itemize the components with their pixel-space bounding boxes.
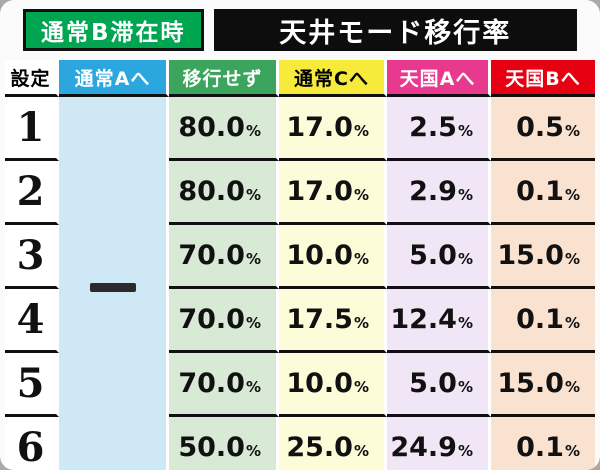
percent-sign: % [245,314,261,332]
percent-sign: % [564,442,580,460]
rate-cell: 0.1% [491,417,595,470]
percent-sign: % [353,442,369,460]
transition-rate-table: 設定 通常Aへ 移行せず 通常Cへ 天国Aへ 天国Bへ 1 80.0% 17.0% 2… [5,60,595,470]
percent-sign: % [245,378,261,396]
rate-cell: 0.1% [491,161,595,225]
setting-cell: 5 [5,353,59,417]
rate-value: 10.0 [286,240,353,271]
rate-cell: 5.0% [387,225,491,289]
rate-value: 70.0 [178,240,245,271]
rate-value: 17.0 [286,112,353,143]
rate-value: 5.0 [409,368,457,399]
rate-value: 80.0 [178,112,245,143]
percent-sign: % [564,314,580,332]
rate-cell: 2.9% [387,161,491,225]
percent-sign: % [457,314,473,332]
rate-value: 25.0 [286,432,353,463]
rate-cell: 10.0% [279,353,387,417]
percent-sign: % [564,186,580,204]
rate-cell: 24.9% [387,417,491,470]
table-row: 6 50.0% 25.0% 24.9% 0.1% [5,417,595,470]
percent-sign: % [353,122,369,140]
setting-cell: 3 [5,225,59,289]
rate-cell: 17.0% [279,97,387,161]
table-row: 3 70.0% 10.0% 5.0% 15.0% [5,225,595,289]
rate-cell: 70.0% [169,225,279,289]
rate-cell: 12.4% [387,289,491,353]
rate-value: 24.9 [390,432,457,463]
setting-cell: 2 [5,161,59,225]
rate-cell: 50.0% [169,417,279,470]
rate-value: 70.0 [178,304,245,335]
col-header-setting: 設定 [5,60,59,97]
percent-sign: % [457,378,473,396]
percent-sign: % [564,250,580,268]
percent-sign: % [457,442,473,460]
title-bar: 通常B滞在時 天井モード移行率 [23,9,577,51]
rate-cell: 0.1% [491,289,595,353]
rate-cell: 5.0% [387,353,491,417]
rate-value: 0.1 [516,176,564,207]
percent-sign: % [245,122,261,140]
percent-sign: % [457,250,473,268]
setting-cell: 1 [5,97,59,161]
percent-sign: % [353,186,369,204]
percent-sign: % [353,250,369,268]
rate-value: 5.0 [409,240,457,271]
setting-cell: 6 [5,417,59,470]
table-row: 1 80.0% 17.0% 2.5% 0.5% [5,97,595,470]
percent-sign: % [564,378,580,396]
percent-sign: % [353,378,369,396]
col-header-normal-c: 通常Cへ [279,60,387,97]
rate-cell: 10.0% [279,225,387,289]
rate-value: 12.4 [390,304,457,335]
rate-value: 15.0 [497,240,564,271]
percent-sign: % [353,314,369,332]
rate-value: 70.0 [178,368,245,399]
table-row: 4 70.0% 17.5% 12.4% 0.1% [5,289,595,353]
percent-sign: % [564,122,580,140]
header-row: 設定 通常Aへ 移行せず 通常Cへ 天国Aへ 天国Bへ [5,60,595,97]
rate-cell: 25.0% [279,417,387,470]
percent-sign: % [457,122,473,140]
rate-cell: 70.0% [169,353,279,417]
col-header-no-shift: 移行せず [169,60,279,97]
rate-value: 80.0 [178,176,245,207]
rate-value: 2.9 [409,176,457,207]
page-title: 天井モード移行率 [213,9,577,51]
rate-cell: 80.0% [169,161,279,225]
rate-cell: 0.5% [491,97,595,161]
col-header-heaven-a: 天国Aへ [387,60,491,97]
rate-value: 0.5 [516,112,564,143]
rate-value: 17.0 [286,176,353,207]
percent-sign: % [457,186,473,204]
rate-value: 0.1 [516,432,564,463]
rate-value: 10.0 [286,368,353,399]
dash-mark [89,283,136,292]
rate-cell: 15.0% [491,353,595,417]
percent-sign: % [245,250,261,268]
rate-value: 15.0 [497,368,564,399]
merged-normal-a-cell [59,97,169,470]
table-row: 2 80.0% 17.0% 2.9% 0.1% [5,161,595,225]
rate-cell: 2.5% [387,97,491,161]
rate-cell: 15.0% [491,225,595,289]
setting-cell: 4 [5,289,59,353]
percent-sign: % [245,442,261,460]
col-header-heaven-b: 天国Bへ [491,60,595,97]
rate-cell: 17.5% [279,289,387,353]
table-row: 5 70.0% 10.0% 5.0% 15.0% [5,353,595,417]
rate-value: 2.5 [409,112,457,143]
rate-value: 0.1 [516,304,564,335]
state-badge: 通常B滞在時 [23,9,204,51]
rate-cell: 70.0% [169,289,279,353]
rate-cell: 17.0% [279,161,387,225]
col-header-normal-a: 通常Aへ [59,60,169,97]
rate-value: 50.0 [178,432,245,463]
percent-sign: % [245,186,261,204]
rate-value: 17.5 [286,304,353,335]
rate-cell: 80.0% [169,97,279,161]
